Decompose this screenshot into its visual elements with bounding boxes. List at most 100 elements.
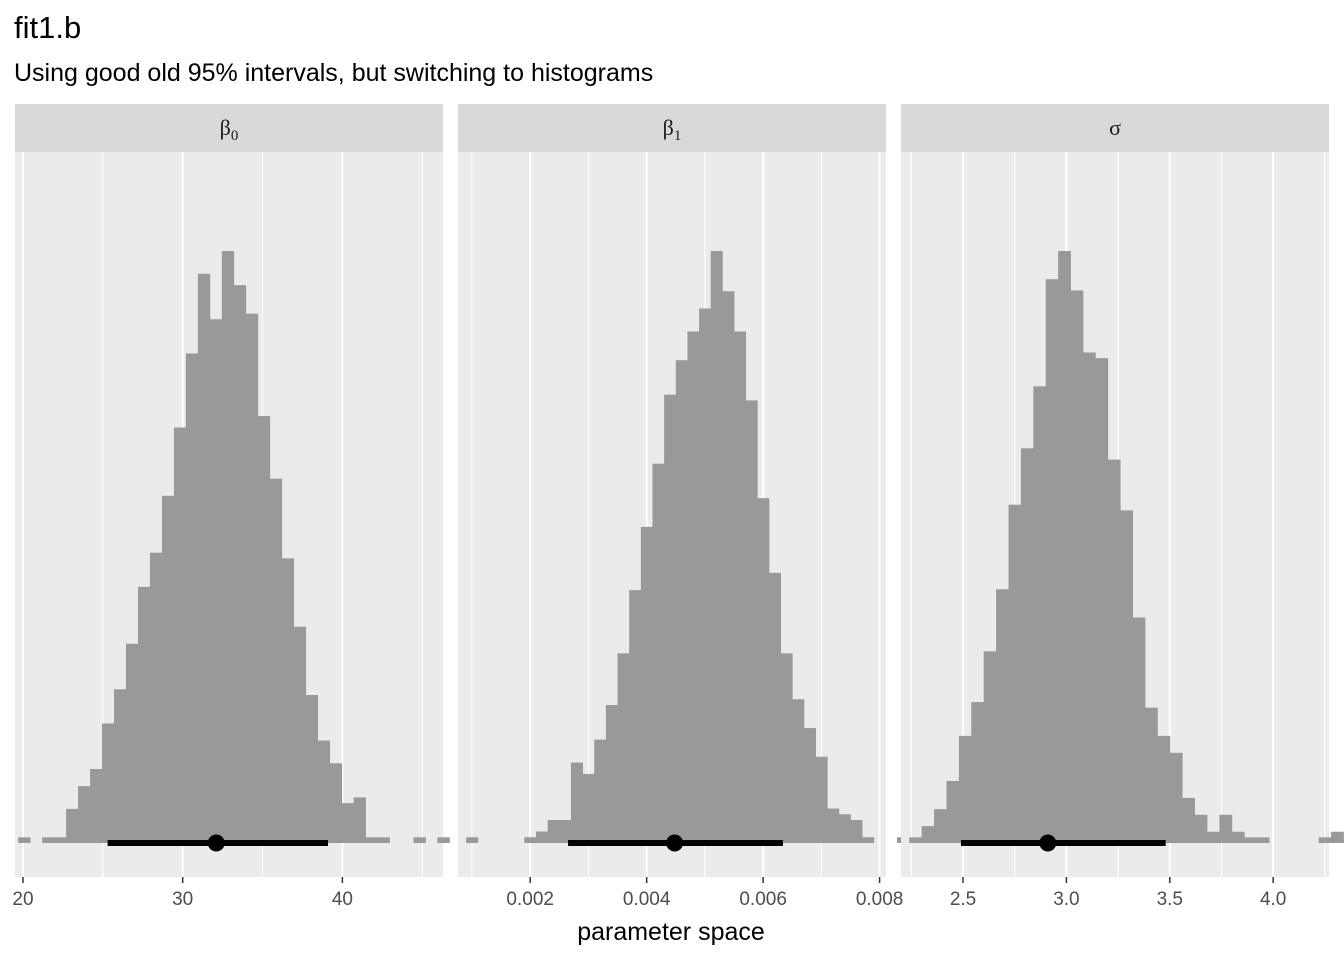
- point-estimate: [207, 834, 225, 852]
- facet-panel: σ 2.5 3.0 3.5 4.0: [901, 104, 1344, 910]
- point-estimate: [1039, 834, 1057, 852]
- facet-symbol: β: [663, 115, 674, 140]
- histogram-bar: [245, 313, 259, 844]
- histogram-bar: [90, 769, 103, 843]
- histogram-bar: [722, 291, 735, 843]
- x-tick-label: 0.004: [623, 889, 671, 910]
- histogram-bar: [983, 651, 997, 843]
- histogram-bar: [209, 319, 223, 843]
- histogram-bar: [1207, 831, 1220, 843]
- x-axis-title: parameter space: [577, 918, 765, 946]
- histogram-bar: [757, 498, 770, 843]
- histogram-bar: [305, 695, 319, 843]
- histogram-bar: [921, 826, 935, 843]
- histogram-bar: [1231, 831, 1245, 843]
- histogram-bar: [1182, 797, 1196, 843]
- histogram-bar: [745, 400, 758, 843]
- histogram-bar: [102, 723, 115, 843]
- histogram-bar: [815, 756, 828, 843]
- histogram-bar: [365, 837, 378, 843]
- histogram-bar: [996, 589, 1009, 843]
- chart-subtitle: Using good old 95% intervals, but switch…: [14, 59, 654, 87]
- facet-strip-label: β0: [220, 115, 239, 144]
- histogram-bar: [18, 837, 31, 843]
- histogram-bar: [114, 689, 127, 843]
- histogram-bar: [1132, 617, 1146, 843]
- facet-panel: β0 20 30 40: [12, 104, 450, 910]
- histogram-bar: [582, 774, 595, 843]
- histogram-bar: [281, 558, 295, 843]
- histogram-bar: [137, 586, 151, 843]
- histogram-bar: [652, 463, 665, 843]
- x-tick-label: 0.002: [506, 889, 554, 910]
- histogram-bar: [329, 763, 342, 843]
- histogram-bar: [1020, 448, 1034, 843]
- facet-symbol: β: [220, 115, 231, 140]
- histogram-bar: [1120, 510, 1133, 843]
- histogram-bar: [629, 590, 642, 843]
- histogram-bar: [710, 251, 723, 843]
- x-tick-label: 20: [12, 889, 33, 910]
- histogram-bar: [1244, 837, 1258, 843]
- histogram-bar: [413, 837, 426, 843]
- facet-subscript: 1: [674, 128, 682, 144]
- histogram-bar: [524, 837, 537, 843]
- histogram-bar: [1144, 707, 1158, 843]
- histogram-bar: [1095, 358, 1109, 843]
- histogram-bar: [971, 702, 985, 843]
- histogram-bar: [640, 526, 653, 843]
- histogram-bar: [734, 331, 747, 843]
- histogram-bar: [149, 552, 163, 843]
- histogram-bar: [66, 808, 79, 843]
- facet-strip-label: β1: [663, 115, 682, 144]
- x-tick-label: 2.5: [950, 889, 976, 910]
- histogram-bar: [827, 808, 840, 843]
- histogram-bar: [768, 572, 782, 843]
- histogram-bar: [197, 273, 211, 843]
- histogram-bar: [269, 478, 283, 843]
- histogram-bar: [946, 780, 960, 843]
- histogram-bar: [664, 394, 677, 843]
- facet-subscript: 0: [231, 128, 239, 144]
- x-tick-label: 3.5: [1157, 889, 1183, 910]
- histogram-bar: [687, 331, 700, 843]
- histogram-bar: [437, 837, 450, 843]
- x-tick-label: 40: [332, 889, 353, 910]
- histogram-bar: [233, 285, 247, 844]
- facet-strip: [458, 104, 886, 152]
- histogram-bar: [1070, 290, 1084, 843]
- histogram-bar: [1194, 814, 1208, 843]
- histogram-bar: [909, 837, 923, 843]
- histogram-bar: [257, 416, 271, 843]
- histogram-bar: [617, 653, 630, 843]
- histogram-bar: [1331, 831, 1344, 843]
- facet-symbol: σ: [1109, 115, 1121, 140]
- histogram-bar: [1008, 504, 1022, 843]
- histogram-bar: [594, 739, 607, 843]
- x-tick-label: 0.006: [739, 889, 787, 910]
- x-tick-label: 4.0: [1260, 889, 1286, 910]
- histogram-bar: [803, 728, 816, 843]
- histogram-bar: [792, 699, 805, 843]
- histogram-bar: [850, 820, 863, 843]
- histogram-bar: [293, 626, 307, 843]
- facet-strip: [15, 104, 443, 152]
- histogram-bar: [317, 740, 331, 843]
- histogram-bar: [185, 353, 199, 843]
- x-tick-label: 3.0: [1053, 889, 1079, 910]
- histogram-bar: [838, 814, 851, 843]
- histogram-bar: [161, 495, 175, 843]
- histogram-bar: [780, 653, 793, 843]
- histogram-bar: [353, 797, 366, 843]
- chart-title: fit1.b: [14, 10, 82, 45]
- histogram-bar: [1082, 352, 1096, 843]
- histogram-bar: [547, 820, 560, 843]
- histogram-bar: [1107, 459, 1121, 843]
- histogram-bar: [1219, 814, 1233, 843]
- histogram-bar: [675, 360, 688, 843]
- histogram-bar: [1045, 279, 1059, 843]
- histogram-bar: [377, 837, 390, 843]
- histogram-bar: [54, 837, 67, 843]
- histogram-bar: [1256, 837, 1270, 843]
- histogram-bar: [1169, 752, 1183, 843]
